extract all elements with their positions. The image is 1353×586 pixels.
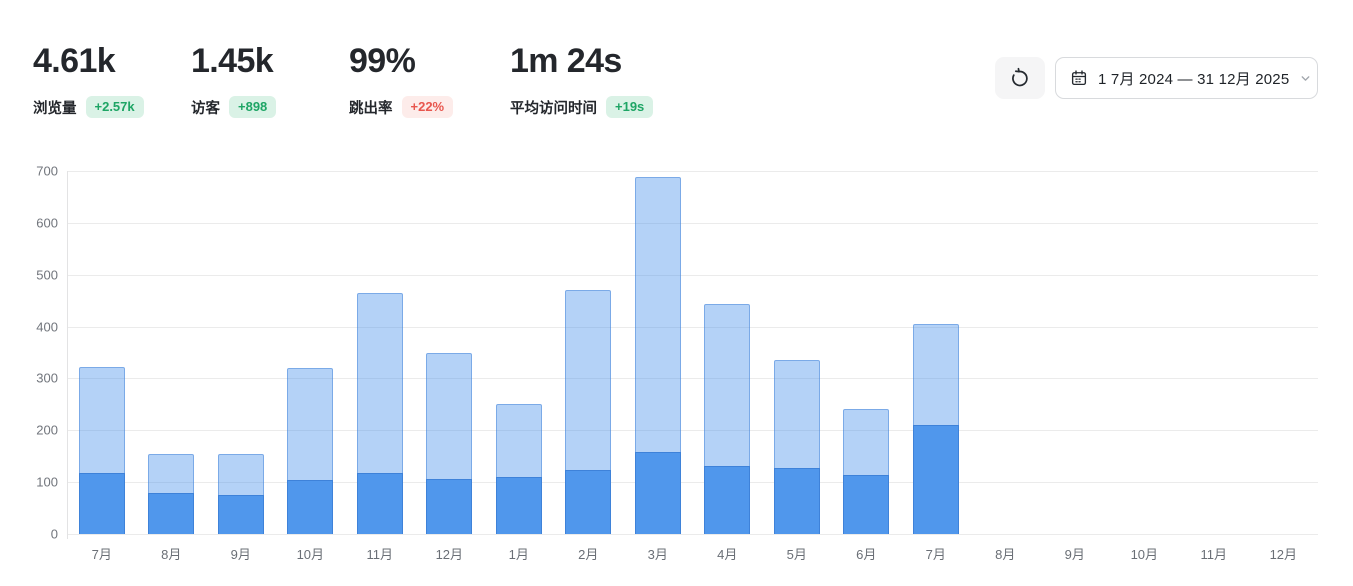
chevron-down-icon bbox=[1299, 72, 1312, 85]
x-tick-label: 7月 bbox=[925, 547, 946, 562]
stat-value: 4.61k bbox=[33, 42, 116, 80]
stat-label: 浏览量 bbox=[33, 100, 77, 117]
x-tick-label: 10月 bbox=[296, 547, 325, 562]
date-range-text: 1 7月 2024 — 31 12月 2025 bbox=[1098, 70, 1290, 88]
stat-delta-badge: +22% bbox=[401, 96, 454, 118]
stat-visitors: 1.45k 访客 +898 bbox=[191, 42, 277, 118]
gridline bbox=[67, 430, 1318, 432]
x-tick-label: 6月 bbox=[856, 547, 877, 562]
bar-visitors[interactable] bbox=[287, 480, 334, 534]
x-tick-label: 7月 bbox=[91, 547, 112, 562]
bar-visitors[interactable] bbox=[426, 479, 473, 534]
date-range-picker[interactable]: 1 7月 2024 — 31 12月 2025 bbox=[1055, 57, 1318, 99]
stat-delta-badge: +19s bbox=[606, 96, 654, 118]
y-tick-label: 700 bbox=[36, 163, 58, 179]
bar-visitors[interactable] bbox=[217, 494, 264, 534]
bar-visitors[interactable] bbox=[773, 467, 820, 534]
x-tick-label: 10月 bbox=[1130, 547, 1159, 562]
rotate-ccw-icon bbox=[1009, 67, 1031, 89]
stat-avg-visit-time: 1m 24s 平均访问时间 +19s bbox=[510, 42, 654, 118]
x-tick-label: 11月 bbox=[366, 547, 394, 562]
bar-visitors[interactable] bbox=[634, 452, 681, 534]
x-tick-label: 8月 bbox=[995, 547, 1016, 562]
gridline bbox=[67, 274, 1318, 276]
x-tick-label: 3月 bbox=[647, 547, 668, 562]
x-tick-label: 1月 bbox=[508, 547, 529, 562]
gridline bbox=[67, 326, 1318, 328]
x-tick-label: 8月 bbox=[161, 547, 182, 562]
bar-visitors[interactable] bbox=[704, 465, 751, 534]
y-tick-label: 500 bbox=[36, 267, 58, 283]
bar-visitors[interactable] bbox=[78, 472, 125, 534]
refresh-button[interactable] bbox=[995, 57, 1045, 99]
gridline bbox=[67, 482, 1318, 484]
bar-visitors[interactable] bbox=[356, 472, 403, 534]
y-tick-label: 100 bbox=[36, 474, 58, 490]
stat-delta-badge: +898 bbox=[229, 96, 277, 118]
stat-label: 访客 bbox=[191, 100, 220, 117]
bar-visitors[interactable] bbox=[495, 477, 542, 534]
y-tick-label: 600 bbox=[36, 215, 58, 231]
stat-value: 1m 24s bbox=[510, 42, 622, 80]
stat-delta-badge: +2.57k bbox=[85, 96, 144, 118]
x-tick-label: 11月 bbox=[1200, 547, 1228, 562]
gridline bbox=[67, 378, 1318, 380]
calendar-icon bbox=[1070, 69, 1088, 87]
stat-label: 平均访问时间 bbox=[510, 100, 597, 117]
x-tick-label: 12月 bbox=[435, 547, 464, 562]
gridline bbox=[67, 534, 1318, 535]
bar-visitors[interactable] bbox=[912, 425, 959, 534]
y-tick-label: 400 bbox=[36, 319, 58, 335]
x-tick-label: 9月 bbox=[230, 547, 251, 562]
bar-visitors[interactable] bbox=[843, 474, 890, 534]
y-tick-label: 200 bbox=[36, 422, 58, 438]
y-tick-label: 300 bbox=[36, 370, 58, 386]
stat-value: 1.45k bbox=[191, 42, 274, 80]
gridline bbox=[67, 222, 1318, 224]
y-axis-line bbox=[67, 171, 68, 539]
gridline bbox=[67, 171, 1318, 172]
x-tick-label: 12月 bbox=[1269, 547, 1298, 562]
x-tick-label: 2月 bbox=[578, 547, 599, 562]
stat-bounce-rate: 99% 跳出率 +22% bbox=[349, 42, 454, 118]
x-tick-label: 5月 bbox=[786, 547, 807, 562]
stat-pageviews: 4.61k 浏览量 +2.57k bbox=[33, 42, 144, 118]
bar-visitors[interactable] bbox=[148, 492, 195, 534]
stat-value: 99% bbox=[349, 42, 416, 80]
bar-visitors[interactable] bbox=[565, 469, 612, 534]
x-tick-label: 9月 bbox=[1064, 547, 1085, 562]
stat-label: 跳出率 bbox=[349, 100, 393, 117]
x-tick-label: 4月 bbox=[717, 547, 738, 562]
y-tick-label: 0 bbox=[50, 526, 58, 542]
